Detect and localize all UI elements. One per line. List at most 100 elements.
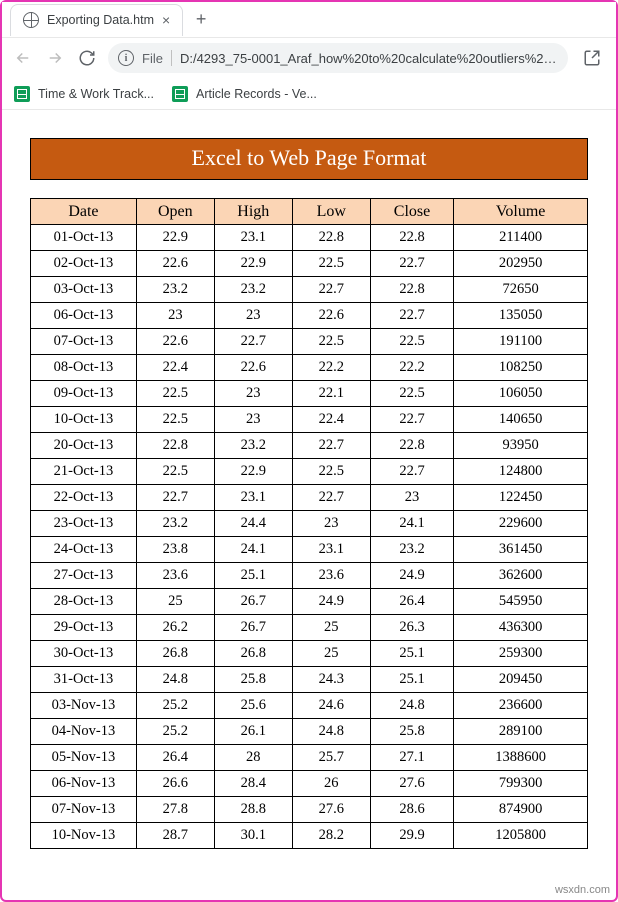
table-row: 03-Oct-1323.223.222.722.872650 bbox=[31, 277, 588, 303]
table-cell: 209450 bbox=[454, 667, 588, 693]
table-cell: 31-Oct-13 bbox=[31, 667, 137, 693]
bookmark-item[interactable]: Time & Work Track... bbox=[14, 86, 154, 102]
address-bar[interactable]: i File D:/4293_75-0001_Araf_how%20to%20c… bbox=[108, 43, 568, 73]
table-cell: 07-Oct-13 bbox=[31, 329, 137, 355]
table-cell: 30.1 bbox=[214, 823, 292, 849]
table-cell: 27.6 bbox=[370, 771, 454, 797]
table-cell: 23.2 bbox=[370, 537, 454, 563]
table-cell: 202950 bbox=[454, 251, 588, 277]
table-cell: 23.2 bbox=[136, 511, 214, 537]
table-cell: 22.7 bbox=[214, 329, 292, 355]
table-cell: 22.6 bbox=[136, 329, 214, 355]
table-cell: 29.9 bbox=[370, 823, 454, 849]
table-row: 07-Nov-1327.828.827.628.6874900 bbox=[31, 797, 588, 823]
reload-button[interactable] bbox=[76, 47, 98, 69]
table-cell: 25.6 bbox=[214, 693, 292, 719]
table-cell: 22.8 bbox=[292, 225, 370, 251]
table-cell: 23.1 bbox=[214, 225, 292, 251]
table-cell: 22.9 bbox=[136, 225, 214, 251]
table-row: 31-Oct-1324.825.824.325.1209450 bbox=[31, 667, 588, 693]
table-cell: 108250 bbox=[454, 355, 588, 381]
table-row: 22-Oct-1322.723.122.723122450 bbox=[31, 485, 588, 511]
table-cell: 22.6 bbox=[136, 251, 214, 277]
table-cell: 10-Nov-13 bbox=[31, 823, 137, 849]
table-cell: 20-Oct-13 bbox=[31, 433, 137, 459]
table-cell: 03-Nov-13 bbox=[31, 693, 137, 719]
table-cell: 22.5 bbox=[370, 329, 454, 355]
table-cell: 23.2 bbox=[214, 433, 292, 459]
table-cell: 22.9 bbox=[214, 459, 292, 485]
bookmarks-bar: Time & Work Track... Article Records - V… bbox=[2, 78, 616, 110]
table-cell: 28.7 bbox=[136, 823, 214, 849]
table-cell: 28.4 bbox=[214, 771, 292, 797]
data-table: DateOpenHighLowCloseVolume 01-Oct-1322.9… bbox=[30, 198, 588, 849]
table-cell: 26.7 bbox=[214, 589, 292, 615]
page-content: Excel to Web Page Format DateOpenHighLow… bbox=[2, 110, 616, 849]
table-header-row: DateOpenHighLowCloseVolume bbox=[31, 199, 588, 225]
table-cell: 106050 bbox=[454, 381, 588, 407]
bookmark-label: Article Records - Ve... bbox=[196, 87, 317, 101]
table-cell: 27.1 bbox=[370, 745, 454, 771]
table-cell: 22-Oct-13 bbox=[31, 485, 137, 511]
info-icon[interactable]: i bbox=[118, 50, 134, 66]
table-cell: 22.7 bbox=[370, 303, 454, 329]
table-cell: 28.6 bbox=[370, 797, 454, 823]
table-cell: 22.5 bbox=[292, 251, 370, 277]
table-cell: 24.3 bbox=[292, 667, 370, 693]
table-header-cell: Close bbox=[370, 199, 454, 225]
table-cell: 27.6 bbox=[292, 797, 370, 823]
table-cell: 23 bbox=[214, 303, 292, 329]
table-cell: 124800 bbox=[454, 459, 588, 485]
table-cell: 22.8 bbox=[370, 225, 454, 251]
table-cell: 28-Oct-13 bbox=[31, 589, 137, 615]
table-cell: 01-Oct-13 bbox=[31, 225, 137, 251]
table-cell: 22.9 bbox=[214, 251, 292, 277]
table-cell: 22.4 bbox=[292, 407, 370, 433]
share-button[interactable] bbox=[578, 44, 606, 72]
table-cell: 23 bbox=[370, 485, 454, 511]
table-cell: 135050 bbox=[454, 303, 588, 329]
table-cell: 93950 bbox=[454, 433, 588, 459]
table-cell: 22.5 bbox=[370, 381, 454, 407]
table-cell: 24.8 bbox=[370, 693, 454, 719]
table-row: 06-Nov-1326.628.42627.6799300 bbox=[31, 771, 588, 797]
table-cell: 26.4 bbox=[136, 745, 214, 771]
table-cell: 22.5 bbox=[292, 329, 370, 355]
table-cell: 23.8 bbox=[136, 537, 214, 563]
browser-tab[interactable]: Exporting Data.htm × bbox=[10, 4, 183, 36]
table-cell: 24.1 bbox=[370, 511, 454, 537]
table-cell: 22.4 bbox=[136, 355, 214, 381]
close-icon[interactable]: × bbox=[162, 12, 170, 28]
table-cell: 23 bbox=[136, 303, 214, 329]
table-body: 01-Oct-1322.923.122.822.821140002-Oct-13… bbox=[31, 225, 588, 849]
table-cell: 08-Oct-13 bbox=[31, 355, 137, 381]
table-cell: 26.7 bbox=[214, 615, 292, 641]
table-header-cell: Low bbox=[292, 199, 370, 225]
table-cell: 23 bbox=[214, 407, 292, 433]
new-tab-button[interactable]: + bbox=[187, 6, 215, 34]
globe-icon bbox=[23, 12, 39, 28]
page-title-banner: Excel to Web Page Format bbox=[30, 138, 588, 180]
table-cell: 24.6 bbox=[292, 693, 370, 719]
table-cell: 22.5 bbox=[292, 459, 370, 485]
table-cell: 24.9 bbox=[370, 563, 454, 589]
table-cell: 27-Oct-13 bbox=[31, 563, 137, 589]
table-cell: 22.2 bbox=[370, 355, 454, 381]
table-cell: 26.3 bbox=[370, 615, 454, 641]
table-cell: 22.8 bbox=[370, 277, 454, 303]
table-cell: 22.7 bbox=[292, 485, 370, 511]
table-cell: 25.2 bbox=[136, 719, 214, 745]
bookmark-item[interactable]: Article Records - Ve... bbox=[172, 86, 317, 102]
table-row: 06-Oct-13232322.622.7135050 bbox=[31, 303, 588, 329]
table-row: 28-Oct-132526.724.926.4545950 bbox=[31, 589, 588, 615]
table-cell: 07-Nov-13 bbox=[31, 797, 137, 823]
forward-button[interactable] bbox=[44, 47, 66, 69]
table-cell: 26 bbox=[292, 771, 370, 797]
table-cell: 289100 bbox=[454, 719, 588, 745]
table-cell: 22.5 bbox=[136, 407, 214, 433]
table-cell: 24.9 bbox=[292, 589, 370, 615]
back-button[interactable] bbox=[12, 47, 34, 69]
table-cell: 26.1 bbox=[214, 719, 292, 745]
sheets-icon bbox=[14, 86, 30, 102]
table-cell: 24.8 bbox=[136, 667, 214, 693]
